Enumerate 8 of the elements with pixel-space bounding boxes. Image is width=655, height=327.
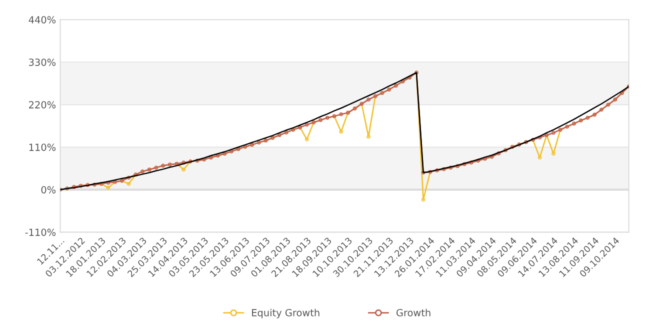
- legend-label: Equity Growth: [252, 308, 320, 318]
- legend-label: Growth: [396, 308, 430, 316]
- y-tick-label: 330%: [29, 58, 56, 66]
- y-tick-label: 0%: [41, 186, 56, 194]
- y-tick-label: 440%: [28, 16, 56, 24]
- y-tick-label: -110%: [25, 228, 56, 236]
- y-tick-label: 110%: [29, 144, 56, 151]
- y-tick-label: 220%: [29, 101, 56, 108]
